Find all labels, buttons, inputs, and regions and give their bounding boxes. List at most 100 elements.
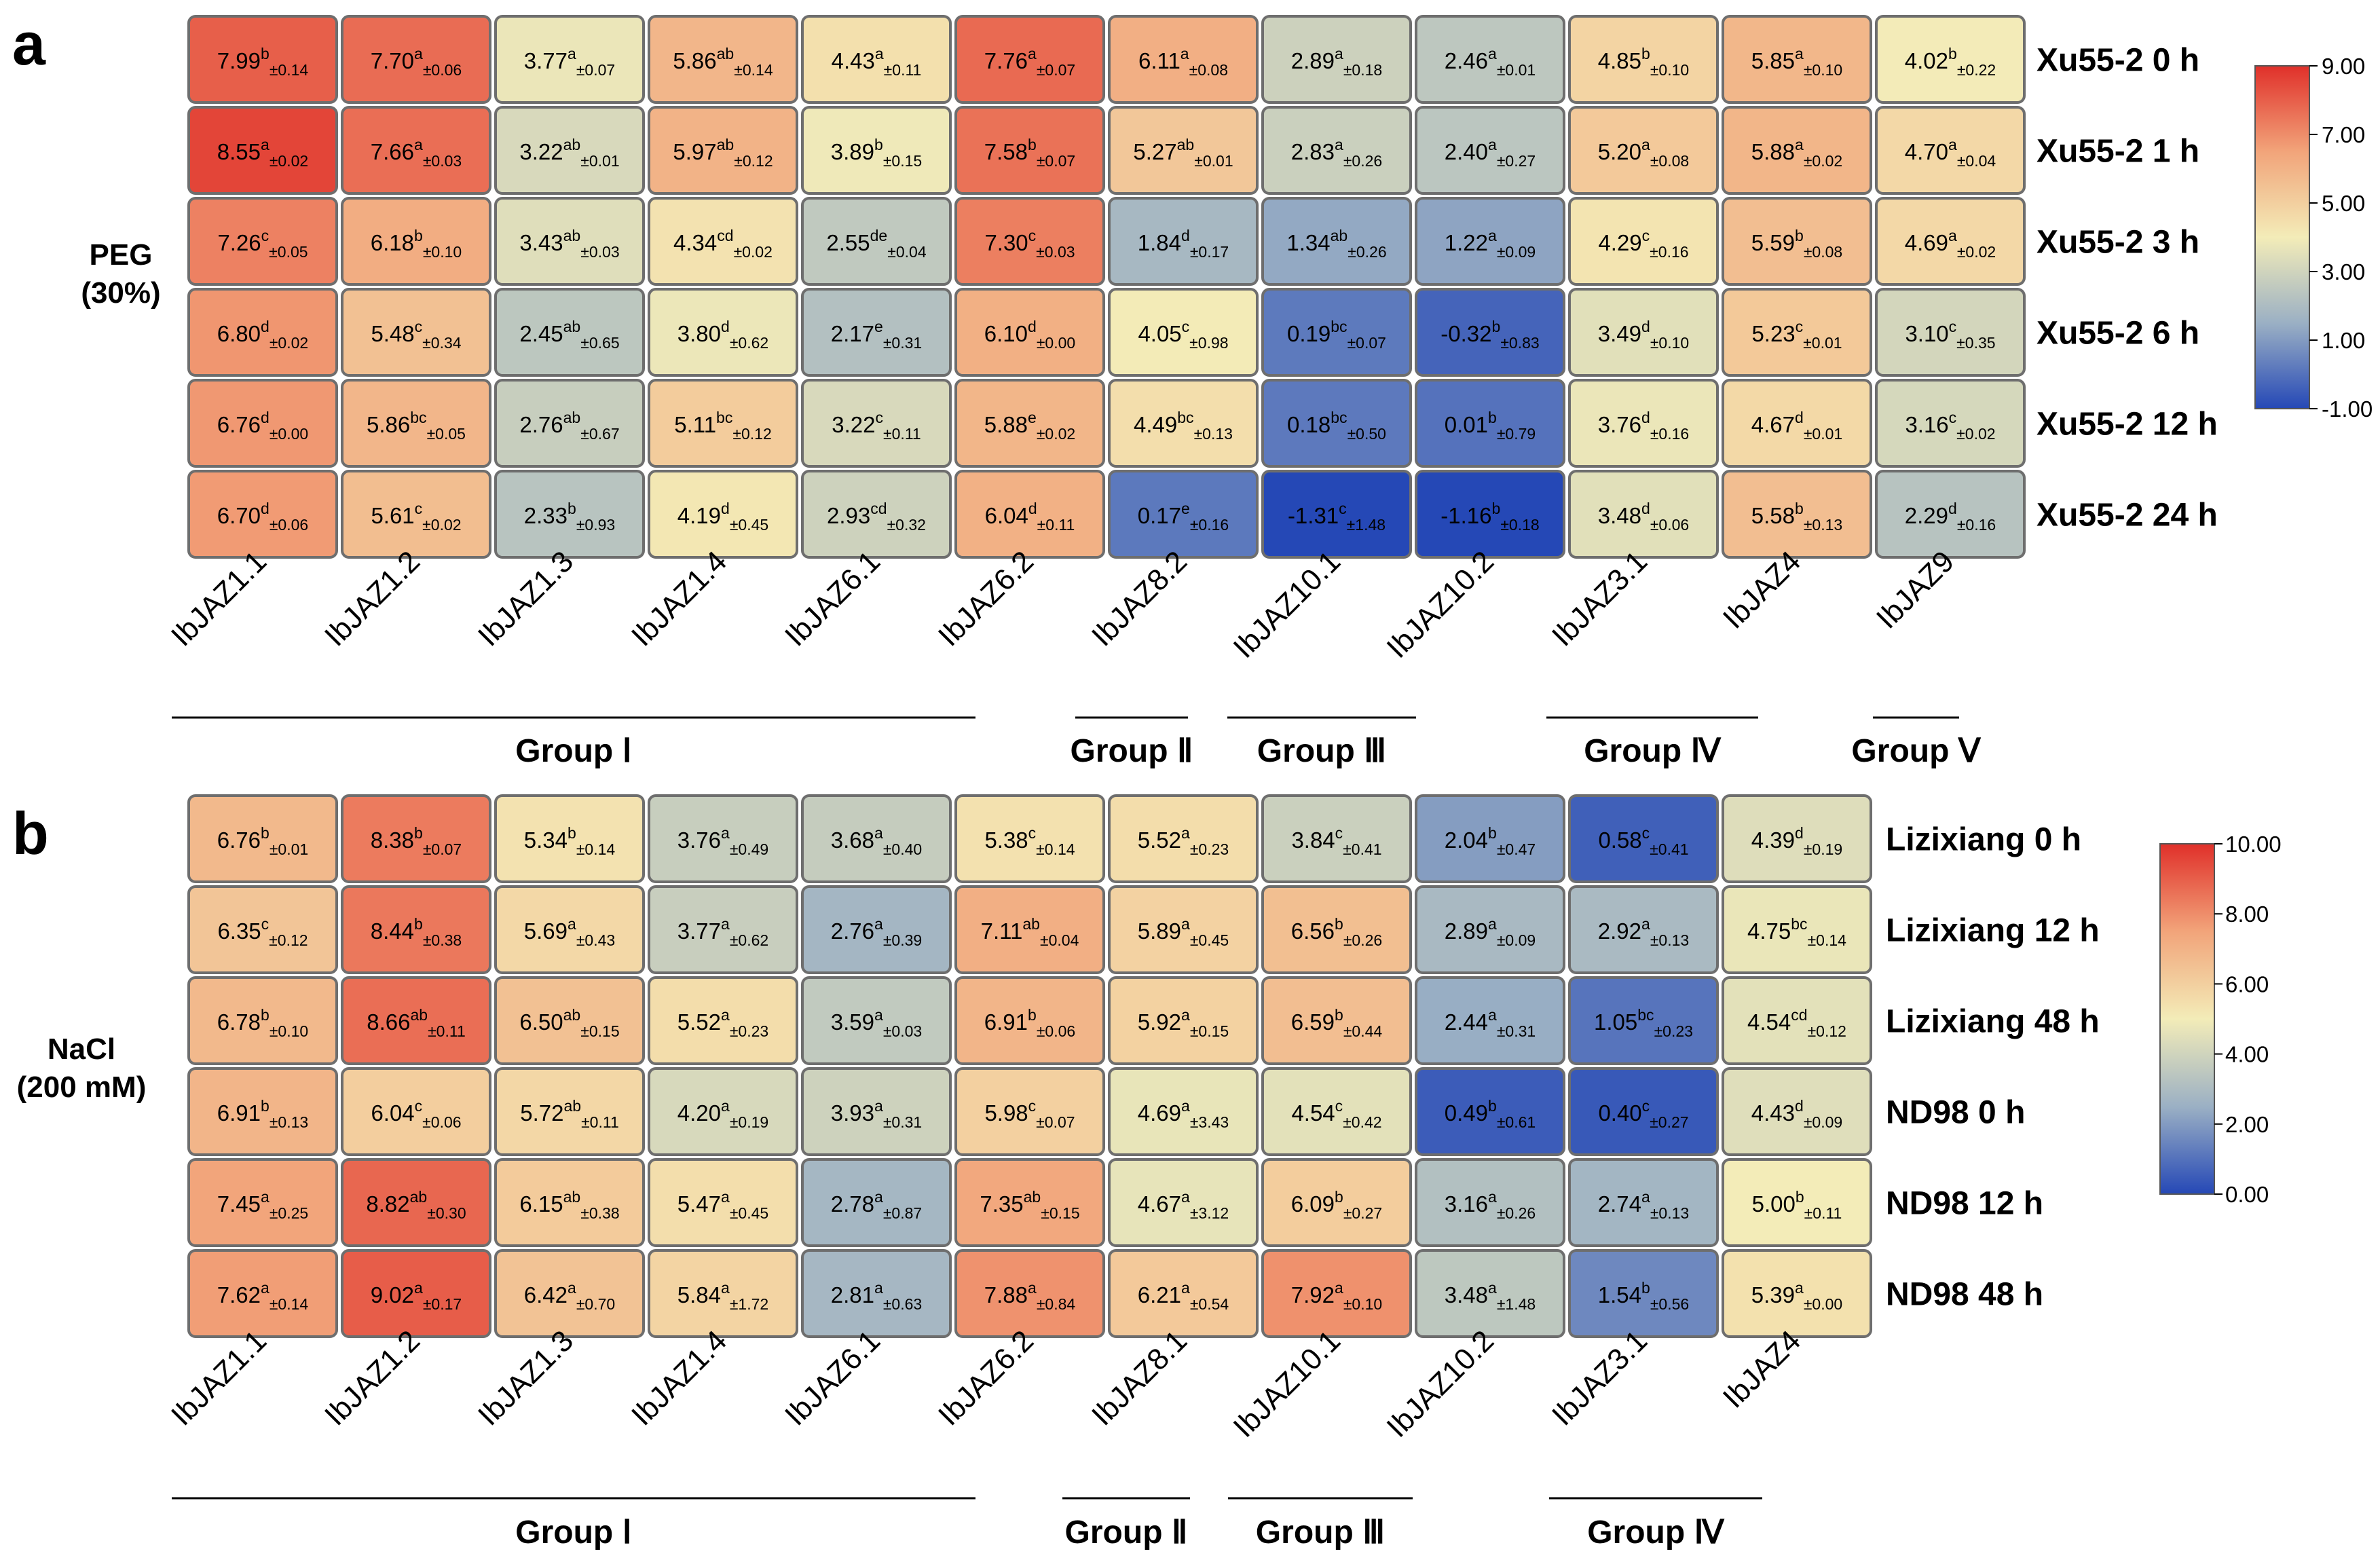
cell-value-label: 5.52a±0.23 bbox=[1138, 824, 1229, 858]
heatmap-cell: 5.61c±0.02 bbox=[341, 470, 491, 559]
colorbar-tick-label: 3.00 bbox=[2322, 259, 2365, 284]
cell-value-label: 4.34cd±0.02 bbox=[673, 227, 773, 261]
cell-value-label: 8.44b±0.38 bbox=[371, 915, 462, 949]
cell-value-label: 5.34b±0.14 bbox=[524, 824, 616, 858]
gene-label: IbJAZ1.4 bbox=[625, 544, 733, 652]
cell-color bbox=[1722, 379, 1872, 468]
cell-value-label: 6.04c±0.06 bbox=[371, 1097, 461, 1131]
cell-color bbox=[801, 1249, 952, 1338]
cell-value-label: 5.61c±0.02 bbox=[371, 500, 461, 534]
heatmap-cell: 3.48d±0.06 bbox=[1568, 470, 1719, 559]
cell-color bbox=[1108, 15, 1259, 104]
cell-color bbox=[1415, 288, 1565, 377]
cell-value-label: 2.45ab±0.65 bbox=[519, 318, 619, 352]
heatmap-cell: 3.49d±0.10 bbox=[1568, 288, 1719, 377]
cell-value-label: 0.49b±0.61 bbox=[1445, 1097, 1536, 1131]
cell-color bbox=[1722, 1067, 1872, 1156]
heatmap-cell: 1.05bc±0.23 bbox=[1568, 976, 1719, 1065]
cell-color bbox=[954, 288, 1105, 377]
heatmap-cell: 5.86bc±0.05 bbox=[341, 379, 491, 468]
cell-value-label: 5.89a±0.45 bbox=[1138, 915, 1229, 949]
cell-value-label: 6.56b±0.26 bbox=[1291, 915, 1382, 949]
heatmap-cell: 7.76a±0.07 bbox=[954, 15, 1105, 104]
cell-color bbox=[1568, 470, 1719, 559]
cell-color bbox=[1568, 288, 1719, 377]
cell-value-label: 2.55de±0.04 bbox=[826, 227, 926, 261]
cell-value-label: 2.29d±0.16 bbox=[1905, 500, 1996, 534]
heatmap-cell: 3.59a±0.03 bbox=[801, 976, 952, 1065]
heatmap-cell: 2.45ab±0.65 bbox=[494, 288, 645, 377]
cell-color bbox=[341, 1249, 491, 1338]
cell-color bbox=[494, 976, 645, 1065]
cell-value-label: 2.89a±0.18 bbox=[1291, 45, 1382, 79]
heatmap-cell: 6.11a±0.08 bbox=[1108, 15, 1259, 104]
cell-value-label: 7.66a±0.03 bbox=[371, 136, 462, 170]
heatmap-cell: 3.84c±0.41 bbox=[1261, 794, 1412, 883]
gene-label: IbJAZ1.1 bbox=[165, 1324, 273, 1432]
cell-color bbox=[1415, 197, 1565, 286]
cell-value-label: 5.00b±0.11 bbox=[1752, 1188, 1842, 1222]
heatmap-cell: 4.67a±3.12 bbox=[1108, 1158, 1259, 1247]
cell-color bbox=[494, 197, 645, 286]
cell-value-label: 7.11ab±0.04 bbox=[981, 915, 1079, 949]
gene-label: IbJAZ8.1 bbox=[1085, 1324, 1193, 1432]
heatmap-cell: 7.30c±0.03 bbox=[954, 197, 1105, 286]
cell-value-label: 6.09b±0.27 bbox=[1291, 1188, 1382, 1222]
heatmap-cell: 7.35ab±0.15 bbox=[954, 1158, 1105, 1247]
heatmap-cell: 2.76a±0.39 bbox=[801, 885, 952, 974]
heatmap-cell: 6.59b±0.44 bbox=[1261, 976, 1412, 1065]
cell-color bbox=[954, 379, 1105, 468]
cell-value-label: 2.33b±0.93 bbox=[524, 500, 615, 534]
cell-color bbox=[1108, 288, 1259, 377]
heatmap-panel-a: a PEG (30%) 7.99b±0.14 7.70a±0.06 3.77a±0.07 5… bbox=[12, 10, 2373, 769]
heatmap-cell: 5.69a±0.43 bbox=[494, 885, 645, 974]
cell-color bbox=[801, 288, 952, 377]
cell-value-label: 5.59b±0.08 bbox=[1751, 227, 1842, 261]
heatmap-cell: 3.16c±0.02 bbox=[1875, 379, 2026, 468]
cell-color bbox=[1108, 794, 1259, 883]
cell-color bbox=[1415, 1158, 1565, 1247]
heatmap-cell: 5.92a±0.15 bbox=[1108, 976, 1259, 1065]
cell-value-label: 6.42a±0.70 bbox=[524, 1279, 615, 1313]
group-label: Group Ⅳ bbox=[1587, 1515, 1724, 1550]
heatmap-cell: 5.48c±0.34 bbox=[341, 288, 491, 377]
cell-value-label: 6.80d±0.02 bbox=[217, 318, 308, 352]
cell-color bbox=[341, 288, 491, 377]
heatmap-cell: 1.22a±0.09 bbox=[1415, 197, 1565, 286]
cell-value-label: 3.68a±0.40 bbox=[831, 824, 922, 858]
heatmap-cell: 5.97ab±0.12 bbox=[648, 106, 798, 195]
cell-color bbox=[1722, 470, 1872, 559]
cell-value-label: 1.34ab±0.26 bbox=[1286, 227, 1386, 261]
cell-color bbox=[1261, 15, 1412, 104]
heatmap-cell: 6.76b±0.01 bbox=[187, 794, 338, 883]
condition-label: NaCl bbox=[48, 1033, 115, 1066]
cell-color bbox=[187, 106, 338, 195]
cell-value-label: 5.39a±0.00 bbox=[1751, 1279, 1842, 1313]
cell-color bbox=[1568, 1249, 1719, 1338]
heatmap-cell: -1.16b±0.18 bbox=[1415, 470, 1565, 559]
cell-value-label: 7.70a±0.06 bbox=[371, 45, 462, 79]
heatmap-cell: 7.66a±0.03 bbox=[341, 106, 491, 195]
cell-color bbox=[954, 197, 1105, 286]
cell-color bbox=[1568, 885, 1719, 974]
cell-value-label: 7.58b±0.07 bbox=[984, 136, 1075, 170]
colorbar-tick-label: 1.00 bbox=[2322, 328, 2365, 353]
heatmap-cell: 5.39a±0.00 bbox=[1722, 1249, 1872, 1338]
heatmap-cell: 0.19bc±0.07 bbox=[1261, 288, 1412, 377]
heatmap-cell: 3.77a±0.07 bbox=[494, 15, 645, 104]
cell-color bbox=[648, 976, 798, 1065]
cell-color bbox=[1108, 197, 1259, 286]
cell-value-label: 7.88a±0.84 bbox=[984, 1279, 1076, 1313]
row-label: Xu55-2 0 h bbox=[2037, 43, 2199, 79]
colorbar-tick-label: 10.00 bbox=[2225, 832, 2282, 857]
cell-value-label: 2.93cd±0.32 bbox=[827, 500, 926, 534]
cell-color bbox=[1722, 794, 1872, 883]
cell-value-label: 4.39d±0.19 bbox=[1751, 824, 1842, 858]
cell-value-label: 4.02b±0.22 bbox=[1905, 45, 1996, 79]
cell-value-label: 2.17e±0.31 bbox=[831, 318, 922, 352]
heatmap-cell: 3.89b±0.15 bbox=[801, 106, 952, 195]
cell-color bbox=[494, 15, 645, 104]
heatmap-cell: 2.46a±0.01 bbox=[1415, 15, 1565, 104]
cell-value-label: 7.62a±0.14 bbox=[217, 1279, 309, 1313]
cell-color bbox=[1261, 976, 1412, 1065]
